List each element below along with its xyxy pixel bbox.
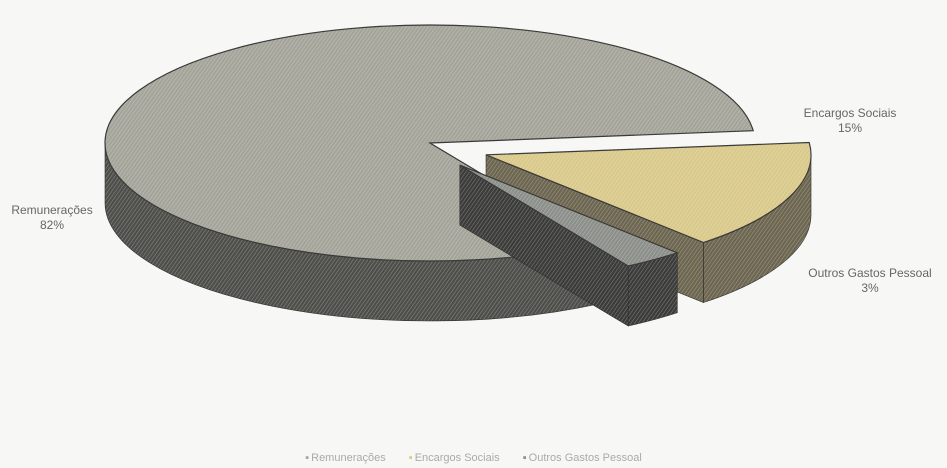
slice-label-outros-gastos: Outros Gastos Pessoal 3% — [800, 266, 940, 296]
slice-label-outros-gastos-name: Outros Gastos Pessoal — [808, 266, 932, 280]
slice-label-outros-gastos-value: 3% — [861, 281, 879, 295]
slice-top-encargos-sociais — [485, 141, 812, 244]
legend-swatch-icon: ▪ — [305, 452, 310, 464]
legend-item-remuneracoes: ▪ Remunerações — [305, 452, 386, 464]
legend-label-outros-gastos: Outros Gastos Pessoal — [528, 452, 642, 464]
slice-top-outros-gastos — [459, 164, 680, 267]
legend-label-encargos-sociais: Encargos Sociais — [414, 452, 500, 464]
slice-label-remuneracoes: Remunerações 82% — [6, 203, 98, 233]
legend-item-outros-gastos: ▪ Outros Gastos Pessoal — [523, 452, 642, 464]
legend-swatch-icon: ▪ — [408, 452, 413, 464]
legend-label-remuneracoes: Remunerações — [311, 452, 386, 464]
slice-label-encargos-sociais-name: Encargos Sociais — [803, 106, 897, 120]
slice-label-remuneracoes-name: Remunerações — [11, 203, 93, 217]
slice-outros-gastos — [459, 164, 680, 327]
legend-swatch-icon: ▪ — [522, 452, 527, 464]
legend-item-encargos-sociais: ▪ Encargos Sociais — [409, 452, 500, 464]
slice-label-encargos-sociais: Encargos Sociais 15% — [800, 106, 900, 136]
slice-top-remuneracoes — [104, 24, 755, 262]
legend: ▪ Remunerações ▪ Encargos Sociais ▪ Outros … — [0, 452, 947, 464]
slice-label-encargos-sociais-value: 15% — [837, 121, 863, 135]
slice-label-remuneracoes-value: 82% — [39, 218, 65, 232]
